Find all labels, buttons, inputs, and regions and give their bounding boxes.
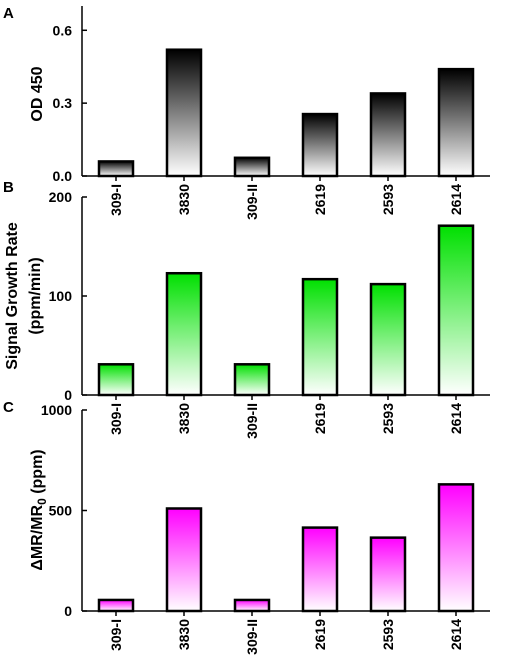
y-tick-label-c: 0 — [64, 603, 72, 619]
x-tick-label-c-309-II: 309-II — [244, 619, 260, 655]
panel-letter-b: B — [3, 179, 14, 196]
bar-a-2619 — [301, 112, 339, 178]
bar-a-309-I — [97, 160, 135, 178]
bar-a-309-II — [233, 156, 271, 178]
y-axis-title-b-line1: Signal Growth Rate — [4, 222, 21, 370]
panel-b: B Signal Growth Rate (ppm/min) 0 100 200 30… — [3, 179, 490, 439]
bar-c-309-I — [97, 598, 135, 613]
panel-a: A OD 450 0.0 0.3 0.6 309-I 3830 309-II 2619 259… — [3, 5, 490, 220]
y-tick-label-a: 0.3 — [53, 95, 73, 111]
x-tick-label-c-309-I: 309-I — [108, 619, 124, 651]
y-tick-label-a: 0.0 — [53, 168, 73, 184]
bar-c-2593 — [369, 536, 407, 613]
y-tick-label-b: 100 — [49, 288, 73, 304]
y-tick-label-b: 200 — [49, 189, 73, 205]
bar-b-2614 — [437, 224, 475, 397]
x-tick-label-c-2593: 2593 — [380, 619, 396, 650]
bar-c-2619 — [301, 526, 339, 613]
y-tick-label-b: 0 — [64, 387, 72, 403]
y-axis-title-c-unit: (ppm) — [29, 449, 46, 498]
bar-c-309-II — [233, 598, 271, 613]
bar-b-3830 — [165, 271, 203, 397]
bar-a-2614 — [437, 67, 475, 178]
x-tick-label-b-2593: 2593 — [380, 403, 396, 434]
x-tick-label-c-2619: 2619 — [312, 619, 328, 650]
y-axis-title-c: ΔMR/MR0 (ppm) — [29, 449, 49, 570]
x-tick-label-b-3830: 3830 — [176, 403, 192, 434]
x-tick-label-a-3830: 3830 — [176, 184, 192, 215]
x-tick-label-a-2593: 2593 — [380, 184, 396, 215]
bar-c-3830 — [165, 507, 203, 613]
x-tick-label-c-3830: 3830 — [176, 619, 192, 650]
x-tick-label-a-309-II: 309-II — [244, 184, 260, 220]
panel-letter-a: A — [3, 5, 14, 22]
y-tick-label-c: 500 — [49, 503, 73, 519]
x-tick-label-b-2619: 2619 — [312, 403, 328, 434]
bar-c-2614 — [437, 483, 475, 613]
bar-b-2593 — [369, 282, 407, 397]
x-tick-label-b-309-II: 309-II — [244, 403, 260, 439]
x-tick-label-a-2614: 2614 — [448, 184, 464, 215]
x-tick-label-b-309-I: 309-I — [108, 403, 124, 435]
x-tick-label-a-2619: 2619 — [312, 184, 328, 215]
y-axis-title-a: OD 450 — [29, 66, 46, 121]
x-tick-label-a-309-I: 309-I — [108, 184, 124, 216]
y-axis-title-b-line2: (ppm/min) — [27, 257, 44, 334]
panel-letter-c: C — [3, 399, 14, 416]
bar-b-2619 — [301, 277, 339, 397]
x-tick-label-c-2614: 2614 — [448, 619, 464, 650]
y-axis-title-c-main: ΔMR/MR — [29, 504, 46, 570]
bar-a-2593 — [369, 92, 407, 178]
y-tick-label-c: 1000 — [41, 402, 72, 418]
x-tick-label-b-2614: 2614 — [448, 403, 464, 434]
bar-b-309-II — [233, 363, 271, 397]
bar-a-3830 — [165, 48, 203, 178]
y-tick-label-a: 0.6 — [53, 22, 73, 38]
y-axis-title-c-sub: 0 — [35, 498, 49, 505]
bar-b-309-I — [97, 363, 135, 397]
